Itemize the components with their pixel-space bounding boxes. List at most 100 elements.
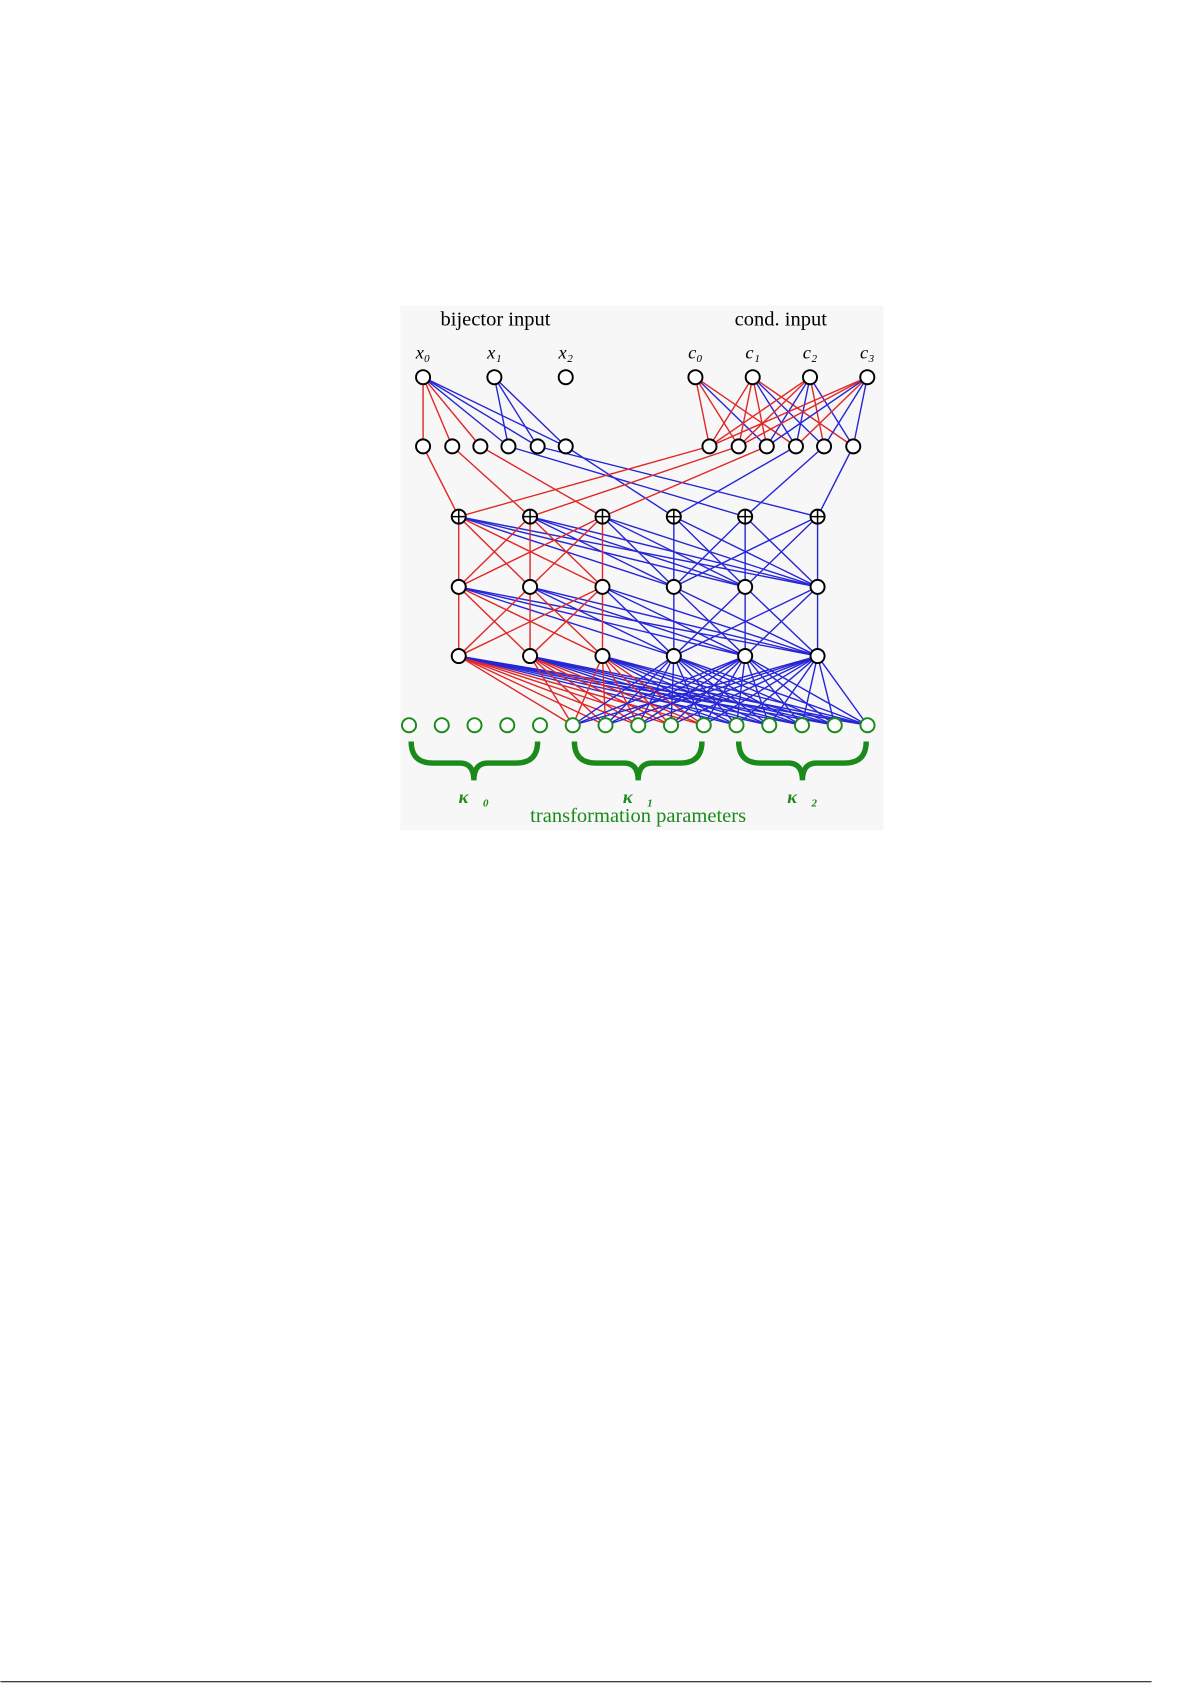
edge [637, 655, 746, 726]
edge [529, 586, 603, 657]
node [499, 717, 516, 734]
edge [458, 655, 737, 726]
node [472, 438, 489, 455]
edge [744, 586, 819, 657]
edge [529, 655, 639, 726]
edge [422, 376, 567, 448]
input-label: x₂ [557, 343, 573, 363]
edge [670, 655, 818, 726]
brace [571, 741, 705, 781]
group-label: κ⃗₁ [623, 787, 653, 807]
edge [673, 586, 818, 657]
condition-label: c₁ [745, 343, 760, 363]
braces [408, 741, 869, 781]
input-label: x₀ [415, 343, 431, 363]
edge [670, 656, 675, 726]
edge [744, 655, 770, 726]
node [737, 578, 754, 595]
node [826, 717, 843, 734]
node [630, 717, 647, 734]
edge [737, 377, 754, 447]
edge [458, 516, 603, 588]
edge [529, 655, 672, 726]
edge [572, 655, 675, 726]
edge [801, 655, 819, 726]
edge [529, 655, 835, 726]
node [663, 717, 680, 734]
edge [852, 377, 868, 447]
node [415, 369, 432, 386]
plus-sign [595, 509, 610, 524]
node [665, 648, 682, 665]
node [557, 369, 574, 386]
edge [673, 655, 738, 726]
nodes [401, 369, 876, 734]
condition-label: c₃ [860, 343, 875, 363]
edge [493, 377, 510, 447]
node [761, 717, 778, 734]
figure-background [400, 305, 884, 831]
edge [605, 655, 746, 726]
edge [458, 655, 835, 726]
edge [601, 655, 672, 726]
edge [458, 655, 704, 726]
edge [480, 445, 603, 518]
edge [673, 655, 868, 726]
node [859, 717, 876, 734]
plus-sign [666, 509, 681, 524]
edge [602, 655, 705, 726]
edge [422, 376, 481, 447]
edge [602, 655, 868, 726]
node [794, 717, 811, 734]
edge [768, 655, 819, 726]
edge [638, 655, 818, 726]
node [730, 438, 747, 455]
edge [673, 655, 770, 726]
node [687, 369, 704, 386]
edge [605, 655, 675, 726]
brace [735, 741, 869, 781]
edge [673, 516, 746, 588]
edge [602, 655, 737, 726]
edge [708, 376, 754, 447]
edge [422, 376, 538, 447]
edge [601, 516, 675, 588]
edge [458, 445, 710, 518]
condition-label: c₀ [688, 343, 703, 363]
edge [673, 445, 797, 518]
edge [529, 655, 574, 726]
group-label: κ⃗₀ [459, 787, 489, 807]
edge [458, 655, 868, 726]
edge [602, 445, 768, 518]
plus-sign [738, 509, 753, 524]
edge [673, 586, 746, 657]
edge [736, 655, 819, 726]
edge [458, 655, 672, 726]
edge [744, 445, 825, 518]
bijector-input-title: bijector input [440, 309, 550, 331]
edge [738, 376, 811, 447]
edge [709, 376, 811, 447]
edge [529, 655, 606, 726]
edge [529, 516, 603, 588]
edge [703, 655, 818, 726]
node [564, 717, 581, 734]
node [594, 578, 611, 595]
edge [529, 655, 803, 726]
edge [508, 445, 746, 518]
input-label: x₁ [486, 343, 502, 363]
edge [795, 376, 868, 447]
edge [572, 655, 818, 726]
node [787, 438, 804, 455]
edge [458, 516, 531, 588]
edge [422, 376, 509, 447]
node [737, 648, 754, 665]
condition-label: c₂ [803, 343, 818, 363]
edge [529, 445, 739, 518]
edge [601, 656, 607, 726]
edge [458, 655, 574, 726]
edge [602, 655, 770, 726]
edge [601, 655, 639, 726]
node [809, 578, 826, 595]
edge [703, 655, 746, 726]
